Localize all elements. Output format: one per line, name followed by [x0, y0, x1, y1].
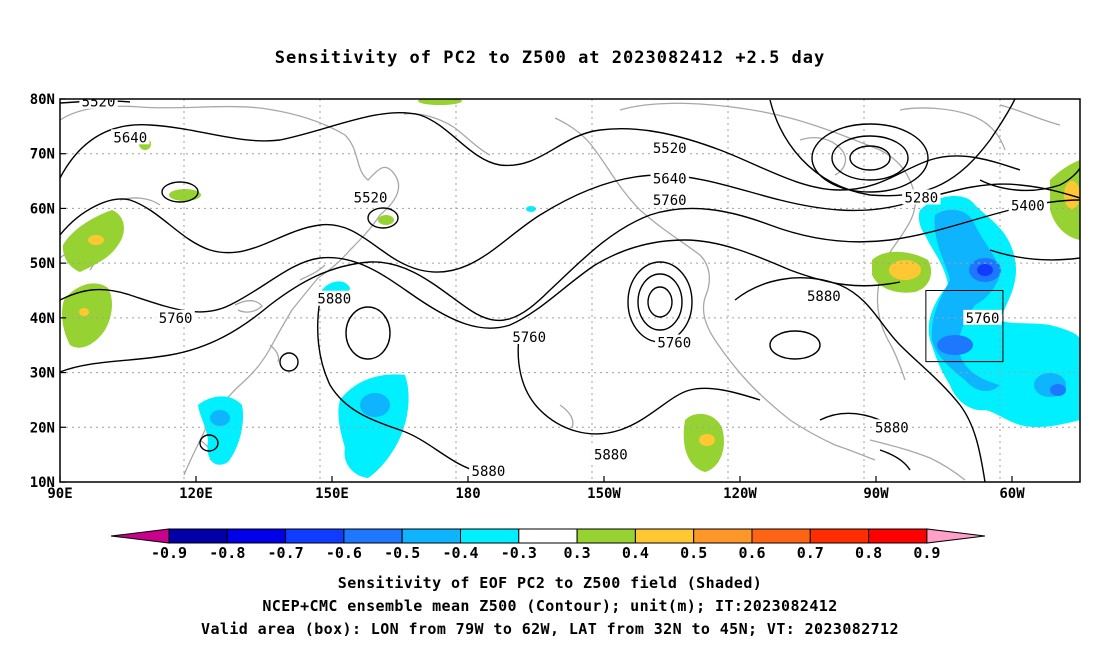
valid-area-box — [925, 290, 1004, 363]
contour-label-bg — [315, 290, 354, 306]
colorbar-segment — [343, 528, 403, 544]
contour-label: 5640 — [113, 130, 147, 146]
map-title: Sensitivity of PC2 to Z500 at 2023082412… — [274, 48, 826, 68]
lat-label: 80N — [30, 92, 55, 108]
lon-label: 60W — [999, 486, 1025, 502]
colorbar-label: 0.9 — [913, 544, 940, 562]
contour-label: 5640 — [653, 171, 687, 187]
contour-label-bg — [1008, 197, 1048, 213]
contour-label-bg — [804, 287, 844, 303]
map-frame — [59, 98, 1081, 483]
contour-label: 5760 — [653, 193, 687, 209]
contour-label: 5280 — [904, 190, 938, 206]
contour-label-bg — [111, 129, 150, 145]
colorbar-label: -0.3 — [501, 544, 537, 562]
colorbar-segment — [868, 528, 928, 544]
lon-label: 150E — [315, 486, 349, 502]
contour-label-bg — [79, 99, 118, 109]
contour-label-bg — [650, 140, 689, 156]
footer-line-1: Sensitivity of EOF PC2 to Z500 field (Sh… — [337, 574, 763, 592]
contour-label-bg — [650, 192, 689, 208]
contour-label: 5880 — [875, 420, 909, 436]
contour-label-bg — [469, 463, 508, 479]
colorbar-label: -0.7 — [268, 544, 304, 562]
contour-label: 5520 — [82, 95, 116, 111]
contour-label: 5880 — [472, 464, 506, 480]
contour-label: 5400 — [1011, 199, 1045, 215]
colorbar-segment — [693, 528, 753, 544]
colorbar-segment — [634, 528, 695, 544]
contour-label-bg — [655, 334, 694, 350]
colorbar-label: 0.8 — [855, 544, 882, 562]
lat-label: 60N — [30, 201, 55, 217]
colorbar-label: -0.8 — [209, 544, 245, 562]
lat-label: 10N — [30, 475, 55, 491]
contour-label: 5760 — [512, 330, 546, 346]
colorbar-low-triangle — [110, 528, 170, 544]
contour-label: 5520 — [354, 190, 388, 206]
colorbar-label: -0.9 — [151, 544, 187, 562]
colorbar-segment — [518, 528, 578, 544]
contour-label-bg — [156, 309, 195, 325]
contour-label-bg — [510, 329, 549, 345]
colorbar-label: 0.4 — [622, 544, 649, 562]
colorbar-segment — [168, 528, 228, 544]
sensitivity-map: 5520 5640 5520 5520 5640 5760 5280 5400 5880 5760… — [30, 92, 1081, 562]
lon-label: 180 — [455, 486, 480, 502]
contour-label-bg — [963, 309, 1002, 325]
footer-line-2: NCEP+CMC ensemble mean Z500 (Contour); u… — [262, 597, 838, 615]
contour-label: 5520 — [653, 141, 687, 157]
lon-label: 150W — [587, 486, 621, 502]
contour-label: 5880 — [317, 292, 351, 308]
colorbar-label: -0.6 — [326, 544, 362, 562]
contour-label: 5880 — [594, 448, 628, 464]
lon-label: 90E — [47, 486, 72, 502]
lat-label: 40N — [30, 311, 55, 327]
contour-label: 5760 — [657, 335, 691, 351]
lon-label: 120W — [723, 486, 757, 502]
graticule — [60, 99, 1080, 482]
lat-label: 70N — [30, 147, 55, 163]
longitude-labels: 90E 120E 150E 180 150W 120W 90W 60W — [47, 476, 1025, 502]
colorbar-label: 0.3 — [564, 544, 591, 562]
colorbar-segment — [285, 528, 345, 544]
colorbar-segment — [751, 528, 811, 544]
contour-label-bg — [872, 419, 912, 435]
contour-label: 5760 — [159, 311, 193, 327]
colorbar-label: 0.6 — [738, 544, 765, 562]
colorbar-segment — [576, 528, 636, 544]
contour-label-bg — [902, 189, 941, 205]
contour-labels: 5520 5640 5520 5520 5640 5760 5280 5400 5880 5760… — [79, 95, 1048, 480]
colorbar-segment — [809, 528, 870, 544]
contour-label-bg — [650, 170, 689, 186]
colorbar-label: -0.5 — [384, 544, 420, 562]
contour-label-bg — [591, 446, 630, 462]
contour-label: 5760 — [966, 311, 1000, 327]
colorbar-high-triangle — [926, 528, 985, 544]
lat-label: 30N — [30, 366, 55, 382]
lat-label: 20N — [30, 420, 55, 436]
colorbar-label: -0.4 — [442, 544, 478, 562]
colorbar-segment — [401, 528, 462, 544]
colorbar: -0.9 -0.8 -0.7 -0.6 -0.5 -0.4 -0.3 0.3 0.4 0.5 0.6… — [110, 528, 985, 562]
colorbar-segment — [460, 528, 520, 544]
footer-line-3: Valid area (box): LON from 79W to 62W, L… — [201, 620, 899, 638]
contour-label: 5880 — [807, 289, 841, 305]
lon-label: 120E — [179, 486, 213, 502]
colorbar-label: 0.7 — [797, 544, 824, 562]
colorbar-segment — [226, 528, 287, 544]
lat-label: 50N — [30, 256, 55, 272]
z500-contours — [60, 99, 1080, 482]
lon-label: 90W — [863, 486, 889, 502]
latitude-labels: 80N 70N 60N 50N 40N 30N 20N 10N — [30, 92, 66, 491]
contour-label-bg — [351, 189, 390, 205]
colorbar-label: 0.5 — [680, 544, 707, 562]
